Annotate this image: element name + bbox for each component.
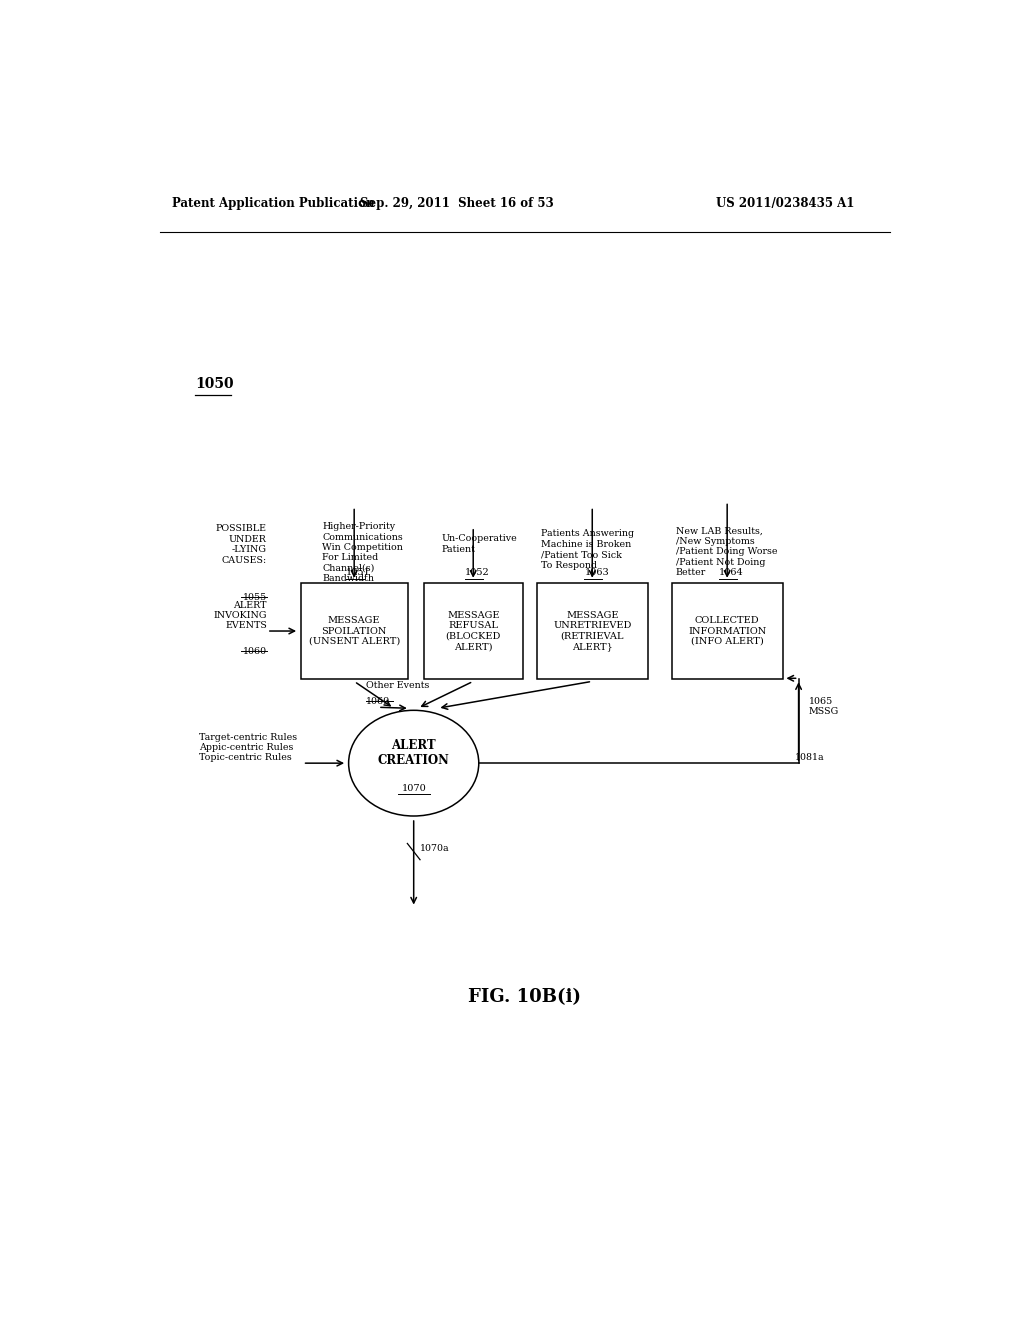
Bar xyxy=(424,582,523,680)
Text: US 2011/0238435 A1: US 2011/0238435 A1 xyxy=(716,197,854,210)
Text: Other Events: Other Events xyxy=(367,681,429,690)
Text: 1055: 1055 xyxy=(243,594,267,602)
Text: COLLECTED
INFORMATION
(INFO ALERT): COLLECTED INFORMATION (INFO ALERT) xyxy=(688,616,766,645)
Text: 1050: 1050 xyxy=(196,378,234,391)
Text: 1051: 1051 xyxy=(346,568,371,577)
Text: Sep. 29, 2011  Sheet 16 of 53: Sep. 29, 2011 Sheet 16 of 53 xyxy=(360,197,554,210)
Bar xyxy=(537,582,648,680)
Text: MESSAGE
SPOILATION
(UNSENT ALERT): MESSAGE SPOILATION (UNSENT ALERT) xyxy=(308,616,399,645)
Bar xyxy=(301,582,408,680)
Text: FIG. 10B(i): FIG. 10B(i) xyxy=(468,987,582,1006)
Text: 1070a: 1070a xyxy=(420,845,450,854)
Text: New LAB Results,
/New Symptoms
/Patient Doing Worse
/Patient Not Doing
Better: New LAB Results, /New Symptoms /Patient … xyxy=(676,527,777,577)
Text: 1063: 1063 xyxy=(585,568,609,577)
Text: Patent Application Publication: Patent Application Publication xyxy=(172,197,374,210)
Text: Target-centric Rules
Appic-centric Rules
Topic-centric Rules: Target-centric Rules Appic-centric Rules… xyxy=(200,733,298,763)
Text: MESSAGE
REFUSAL
(BLOCKED
ALERT): MESSAGE REFUSAL (BLOCKED ALERT) xyxy=(445,611,501,651)
Bar xyxy=(672,582,782,680)
Text: 1070: 1070 xyxy=(401,784,426,793)
Text: Patients Answering
Machine is Broken
/Patient Too Sick
To Respond: Patients Answering Machine is Broken /Pa… xyxy=(541,529,634,570)
Text: ALERT
INVOKING
EVENTS: ALERT INVOKING EVENTS xyxy=(213,601,267,631)
Text: 1069: 1069 xyxy=(367,697,390,706)
Text: ALERT
CREATION: ALERT CREATION xyxy=(378,739,450,767)
Text: 1060: 1060 xyxy=(243,647,267,656)
Text: POSSIBLE
UNDER
-LYING
CAUSES:: POSSIBLE UNDER -LYING CAUSES: xyxy=(216,524,267,565)
Text: 1065
MSSG: 1065 MSSG xyxy=(809,697,839,717)
Text: Higher-Priority
Communications
Win Competition
For Limited
Channel(s)
Bandwidth: Higher-Priority Communications Win Compe… xyxy=(323,523,403,583)
Text: 1064: 1064 xyxy=(719,568,744,577)
Text: 1052: 1052 xyxy=(465,568,490,577)
Text: Un-Cooperative
Patient: Un-Cooperative Patient xyxy=(441,535,517,554)
Text: 1081a: 1081a xyxy=(795,752,824,762)
Text: MESSAGE
UNRETRIEVED
(RETRIEVAL
ALERT}: MESSAGE UNRETRIEVED (RETRIEVAL ALERT} xyxy=(553,611,632,651)
